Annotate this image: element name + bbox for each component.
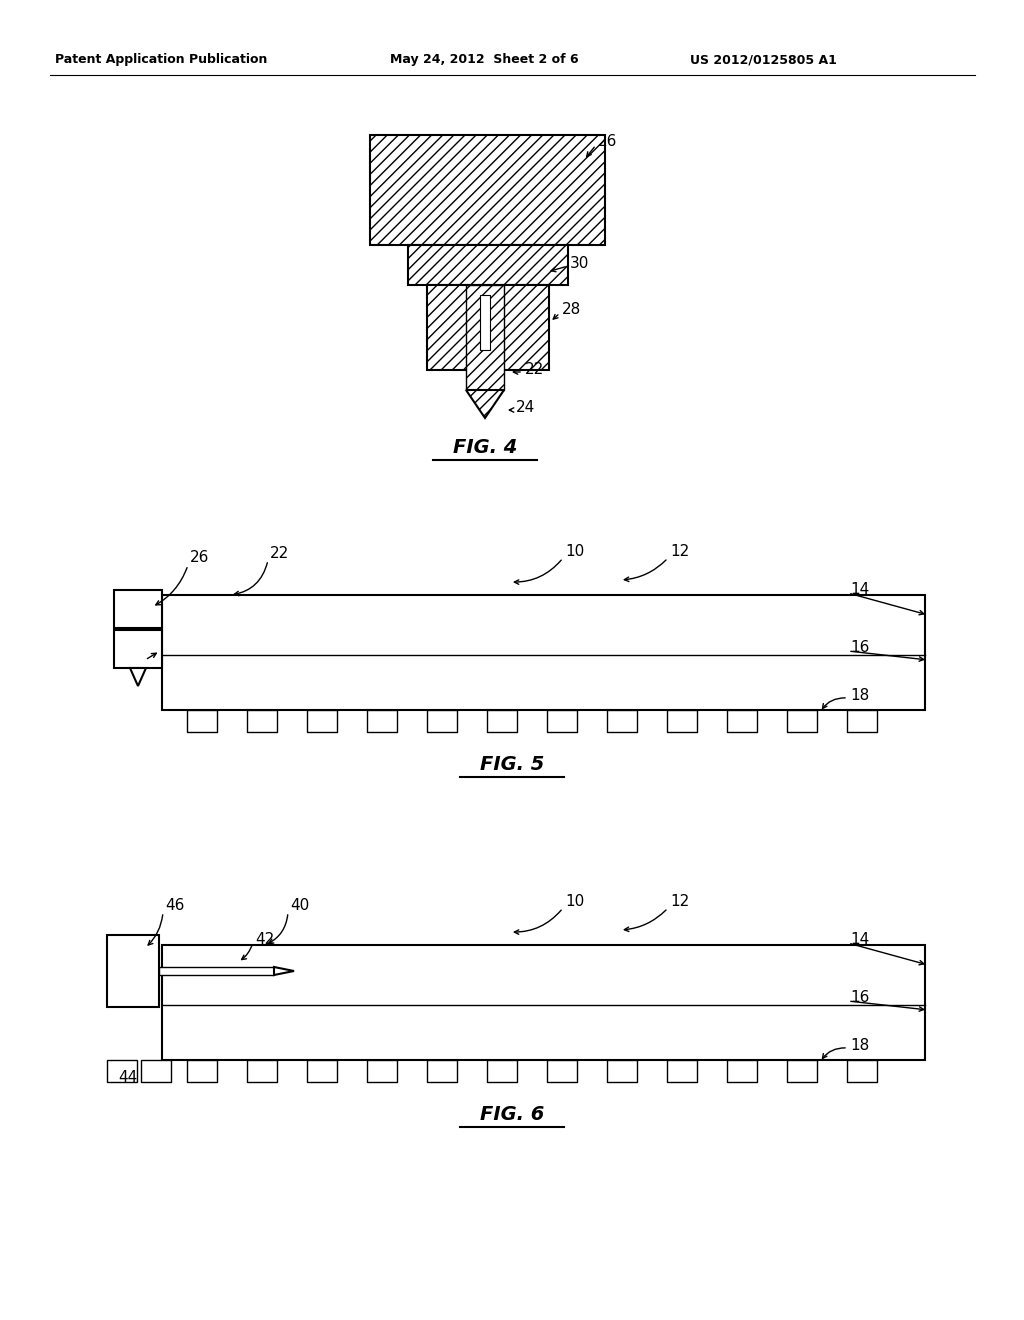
FancyArrowPatch shape [148, 915, 163, 945]
FancyArrowPatch shape [851, 944, 924, 965]
Bar [487, 1060, 517, 1082]
FancyArrowPatch shape [851, 651, 924, 661]
Bar [106, 935, 159, 1007]
Bar [607, 710, 637, 733]
FancyArrowPatch shape [147, 653, 157, 659]
FancyArrowPatch shape [156, 568, 187, 605]
Text: 24: 24 [516, 400, 536, 416]
Bar [547, 710, 577, 733]
Text: 12: 12 [670, 895, 689, 909]
Bar [307, 1060, 337, 1082]
Text: 44: 44 [118, 1071, 137, 1085]
Text: 26: 26 [190, 550, 209, 565]
Bar [367, 1060, 397, 1082]
Text: 30: 30 [570, 256, 590, 271]
FancyArrowPatch shape [553, 314, 558, 319]
Polygon shape [130, 668, 146, 686]
Text: 16: 16 [850, 990, 869, 1006]
Bar [247, 1060, 278, 1082]
Bar [487, 710, 517, 733]
Bar [427, 1060, 457, 1082]
Bar [427, 710, 457, 733]
Bar [367, 710, 397, 733]
Bar [787, 1060, 817, 1082]
FancyArrowPatch shape [509, 408, 514, 412]
Bar [787, 710, 817, 733]
Text: 28: 28 [562, 302, 582, 318]
Polygon shape [466, 389, 504, 418]
Text: May 24, 2012  Sheet 2 of 6: May 24, 2012 Sheet 2 of 6 [390, 54, 579, 66]
Text: FIG. 4: FIG. 4 [453, 438, 517, 457]
Bar [547, 1060, 577, 1082]
Bar [480, 294, 490, 350]
Text: 42: 42 [255, 932, 274, 948]
Text: 10: 10 [565, 895, 585, 909]
FancyArrowPatch shape [587, 147, 594, 157]
FancyArrowPatch shape [851, 1002, 924, 1011]
Text: US 2012/0125805 A1: US 2012/0125805 A1 [690, 54, 837, 66]
Bar [106, 1060, 137, 1082]
Bar [370, 135, 605, 246]
FancyArrowPatch shape [625, 909, 666, 932]
Bar [159, 968, 274, 975]
Bar [162, 595, 925, 710]
Text: 10: 10 [565, 544, 585, 560]
Text: 14: 14 [850, 582, 869, 598]
Bar [847, 1060, 877, 1082]
Text: 14: 14 [850, 932, 869, 948]
FancyArrowPatch shape [514, 560, 561, 585]
Bar [466, 285, 504, 389]
Text: 40: 40 [290, 898, 309, 912]
Text: 18: 18 [850, 1038, 869, 1052]
Bar [607, 1060, 637, 1082]
FancyArrowPatch shape [625, 560, 666, 582]
FancyArrowPatch shape [551, 267, 565, 272]
Bar [427, 285, 549, 370]
Bar [667, 1060, 697, 1082]
Bar [114, 630, 162, 668]
FancyArrowPatch shape [269, 915, 288, 942]
Bar [187, 710, 217, 733]
Text: 22: 22 [270, 545, 289, 561]
Bar [141, 1060, 171, 1082]
Text: 18: 18 [850, 688, 869, 702]
FancyArrowPatch shape [851, 594, 924, 615]
Bar [727, 710, 757, 733]
Bar [847, 710, 877, 733]
Text: 22: 22 [525, 363, 544, 378]
Text: 46: 46 [165, 898, 184, 912]
Bar [114, 590, 162, 628]
FancyArrowPatch shape [242, 945, 252, 960]
Text: Patent Application Publication: Patent Application Publication [55, 54, 267, 66]
FancyArrowPatch shape [234, 562, 267, 595]
Bar [307, 710, 337, 733]
FancyArrowPatch shape [822, 698, 845, 709]
FancyArrowPatch shape [514, 909, 561, 935]
Bar [408, 246, 568, 285]
Bar [247, 710, 278, 733]
Bar [162, 945, 925, 1060]
FancyArrowPatch shape [822, 1048, 845, 1059]
Bar [187, 1060, 217, 1082]
Text: 28: 28 [118, 652, 137, 668]
Text: 16: 16 [850, 640, 869, 656]
Text: 26: 26 [598, 135, 617, 149]
Text: FIG. 5: FIG. 5 [480, 755, 544, 774]
Text: FIG. 6: FIG. 6 [480, 1105, 544, 1125]
Text: 12: 12 [670, 544, 689, 560]
FancyArrowPatch shape [513, 370, 520, 375]
Bar [667, 710, 697, 733]
Bar [727, 1060, 757, 1082]
Polygon shape [274, 968, 294, 975]
